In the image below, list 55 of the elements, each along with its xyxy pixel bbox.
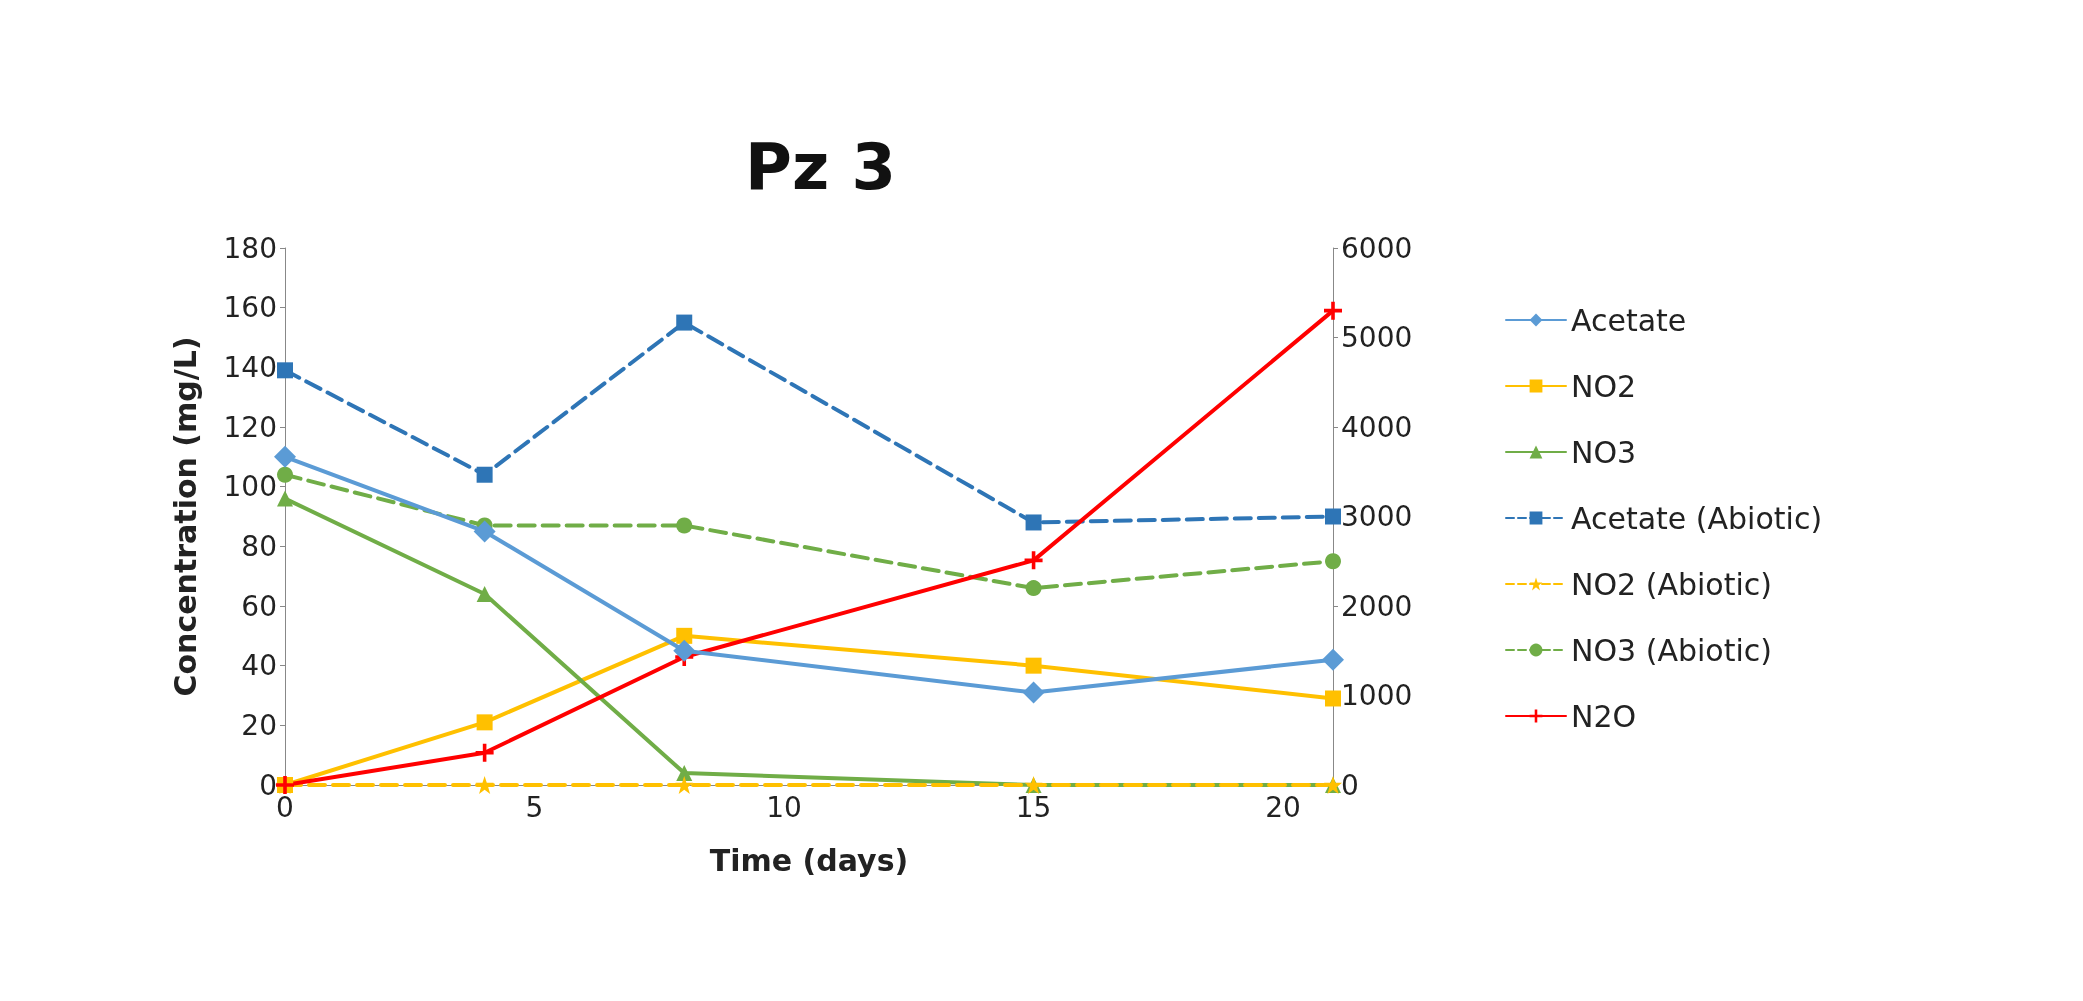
point [675, 776, 694, 794]
y-tick-label: 0 [259, 768, 277, 802]
legend-label: Acetate [1571, 302, 1687, 338]
x-tick-label: 10 [766, 790, 802, 824]
point [473, 520, 496, 543]
y2-tick-label: 5000 [1341, 321, 1413, 354]
y2-tick-label: 4000 [1341, 410, 1413, 444]
point [1025, 514, 1042, 531]
y-tick-label: 80 [241, 529, 277, 563]
legend-label: NO3 (Abiotic) [1571, 632, 1772, 668]
legend-label: N2O [1571, 698, 1637, 734]
point [1025, 657, 1042, 674]
point [1322, 648, 1344, 671]
point [476, 466, 493, 483]
legend-label: NO2 (Abiotic) [1571, 566, 1772, 602]
y-tick-label: 160 [223, 291, 277, 325]
y-tick-label: 180 [223, 231, 277, 265]
y2-tick-label: 0 [1341, 768, 1359, 802]
point [1025, 580, 1042, 597]
point [676, 517, 693, 534]
x-tick-label: 5 [525, 790, 544, 824]
x-axis-title: Time (days) [709, 842, 909, 878]
y-tick-label: 100 [223, 470, 277, 504]
point [676, 314, 693, 331]
y-tick-label: 140 [223, 350, 277, 384]
point [1325, 508, 1341, 525]
legend-label: NO2 [1571, 368, 1637, 404]
point [676, 627, 693, 644]
y-tick-label: 120 [223, 410, 277, 444]
point [1324, 301, 1342, 320]
legend-label: NO3 [1571, 434, 1637, 470]
point [1325, 553, 1341, 570]
y-axis-title: Concentration (mg/L) [167, 336, 203, 697]
y2-tick-label: 2000 [1341, 589, 1413, 623]
y2-tick-label: 3000 [1341, 500, 1413, 533]
point [1022, 681, 1045, 704]
chart-title: Pz 3 [745, 130, 896, 204]
legend-label: Acetate (Abiotic) [1571, 500, 1823, 536]
point [475, 743, 494, 762]
point [476, 714, 493, 731]
point [673, 639, 696, 662]
y-tick-label: 20 [241, 708, 277, 742]
y-tick-label: 60 [241, 589, 277, 623]
point [274, 445, 296, 468]
point [277, 466, 293, 483]
point [277, 362, 293, 379]
x-tick-label: 15 [1015, 790, 1052, 824]
y2-tick-label: 1000 [1341, 679, 1413, 712]
y-tick-label: 40 [241, 649, 277, 683]
y2-tick-label: 6000 [1341, 231, 1413, 265]
point [277, 490, 293, 507]
x-tick-label: 20 [1265, 790, 1301, 824]
point [475, 776, 494, 794]
point [476, 586, 493, 603]
point [1325, 690, 1341, 707]
